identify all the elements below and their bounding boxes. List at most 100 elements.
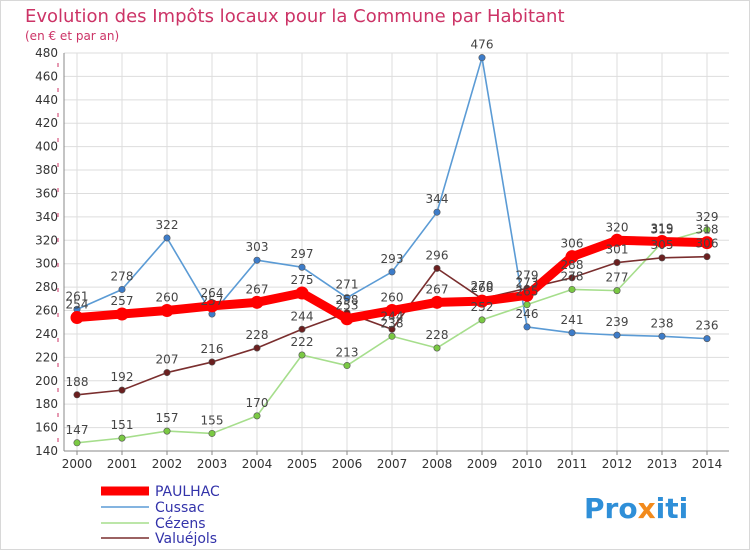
data-label: 329 — [696, 210, 719, 224]
y-tick-label: 460 — [35, 69, 58, 83]
data-point-paulhac[interactable] — [700, 236, 714, 250]
data-point-valuéjols[interactable] — [253, 344, 261, 352]
data-label: 306 — [696, 237, 719, 251]
data-point-paulhac[interactable] — [295, 286, 309, 300]
x-tick-label: 2012 — [602, 457, 633, 471]
data-point-paulhac[interactable] — [520, 288, 534, 302]
data-point-valuéjols[interactable] — [613, 259, 621, 267]
data-point-valuéjols[interactable] — [73, 391, 81, 399]
data-point-cézens[interactable] — [118, 434, 126, 442]
data-point-cussac[interactable] — [523, 323, 531, 331]
data-label: 297 — [291, 247, 314, 261]
data-point-cézens[interactable] — [253, 412, 261, 420]
data-label: 301 — [606, 243, 629, 257]
axes: 140 160 180 200 220 240 260 280 300 320 340 360 380 4… — [35, 46, 729, 471]
data-point-paulhac[interactable] — [430, 295, 444, 309]
data-point-paulhac[interactable] — [205, 299, 219, 313]
data-point-cézens[interactable] — [568, 285, 576, 293]
data-label: 239 — [606, 315, 629, 329]
data-point-cézens[interactable] — [703, 226, 711, 234]
data-point-valuéjols[interactable] — [118, 386, 126, 394]
data-label: 277 — [606, 271, 629, 285]
data-point-paulhac[interactable] — [565, 250, 579, 264]
data-point-cussac[interactable] — [703, 335, 711, 343]
data-point-cézens[interactable] — [613, 287, 621, 295]
data-point-valuéjols[interactable] — [703, 253, 711, 261]
data-label: 188 — [66, 375, 89, 389]
data-point-valuéjols[interactable] — [208, 358, 216, 366]
data-label: 278 — [561, 269, 584, 283]
legend-label-cussac: Cussac — [155, 500, 205, 516]
proxiti-logo: Proxiti — [584, 492, 688, 525]
data-point-valuéjols[interactable] — [568, 274, 576, 282]
x-tick-label: 2003 — [197, 457, 228, 471]
data-label: 476 — [471, 38, 494, 52]
data-point-cézens[interactable] — [208, 429, 216, 437]
data-point-cussac[interactable] — [163, 234, 171, 242]
legend-label-paulhac: PAULHAC — [155, 484, 220, 500]
data-point-cussac[interactable] — [568, 329, 576, 337]
data-point-valuéjols[interactable] — [298, 325, 306, 333]
y-tick-label: 420 — [35, 116, 58, 130]
y-tick-label: 240 — [35, 327, 58, 341]
data-label: 252 — [471, 300, 494, 314]
data-label: 278 — [111, 269, 134, 283]
y-tick-label: 220 — [35, 350, 58, 364]
data-label: 257 — [201, 294, 224, 308]
data-label: 151 — [111, 418, 134, 432]
data-point-valuéjols[interactable] — [658, 254, 666, 262]
data-point-cézens[interactable] — [433, 344, 441, 352]
data-point-paulhac[interactable] — [250, 295, 264, 309]
data-point-paulhac[interactable] — [160, 304, 174, 318]
data-label: 322 — [156, 218, 179, 232]
data-point-cussac[interactable] — [478, 54, 486, 62]
data-label: 273 — [516, 275, 539, 289]
data-label: 306 — [561, 237, 584, 251]
data-point-cussac[interactable] — [298, 263, 306, 271]
data-point-paulhac[interactable] — [475, 294, 489, 308]
data-point-cussac[interactable] — [433, 208, 441, 216]
data-point-paulhac[interactable] — [610, 233, 624, 247]
data-label: 288 — [561, 258, 584, 272]
data-point-valuéjols[interactable] — [433, 264, 441, 272]
data-point-cézens[interactable] — [73, 439, 81, 447]
data-label: 270 — [471, 279, 494, 293]
data-label: 303 — [246, 240, 269, 254]
data-point-cézens[interactable] — [163, 427, 171, 435]
data-label: 228 — [426, 328, 449, 342]
chart-title: Evolution des Impôts locaux pour la Comm… — [25, 6, 565, 27]
data-label: 344 — [426, 192, 449, 206]
y-tick-label: 200 — [35, 374, 58, 388]
data-point-cussac[interactable] — [253, 256, 261, 264]
data-label: 261 — [66, 289, 89, 303]
data-point-cézens[interactable] — [388, 332, 396, 340]
data-point-cussac[interactable] — [388, 268, 396, 276]
data-label: 253 — [336, 299, 359, 313]
x-tick-label: 2009 — [467, 457, 498, 471]
y-tick-label: 400 — [35, 140, 58, 154]
data-point-cussac[interactable] — [613, 331, 621, 339]
data-point-paulhac[interactable] — [340, 312, 354, 326]
data-label: 268 — [471, 281, 494, 295]
data-label: 157 — [156, 411, 179, 425]
data-point-valuéjols[interactable] — [388, 325, 396, 333]
x-tick-label: 2011 — [557, 457, 588, 471]
data-point-paulhac[interactable] — [385, 304, 399, 318]
y-tick-label: 440 — [35, 93, 58, 107]
data-point-cézens[interactable] — [298, 351, 306, 359]
data-point-cézens[interactable] — [343, 362, 351, 370]
data-point-paulhac[interactable] — [115, 307, 129, 321]
data-point-paulhac[interactable] — [70, 311, 84, 325]
y-tick-label: 480 — [35, 46, 58, 60]
data-point-cézens[interactable] — [478, 316, 486, 324]
data-point-paulhac[interactable] — [655, 234, 669, 248]
data-label: 222 — [291, 335, 314, 349]
y-tick-label: 180 — [35, 397, 58, 411]
data-point-cussac[interactable] — [343, 294, 351, 302]
data-point-cussac[interactable] — [658, 332, 666, 340]
x-tick-label: 2000 — [62, 457, 93, 471]
data-label: 257 — [111, 294, 134, 308]
data-point-valuéjols[interactable] — [163, 369, 171, 377]
data-point-cussac[interactable] — [118, 285, 126, 293]
